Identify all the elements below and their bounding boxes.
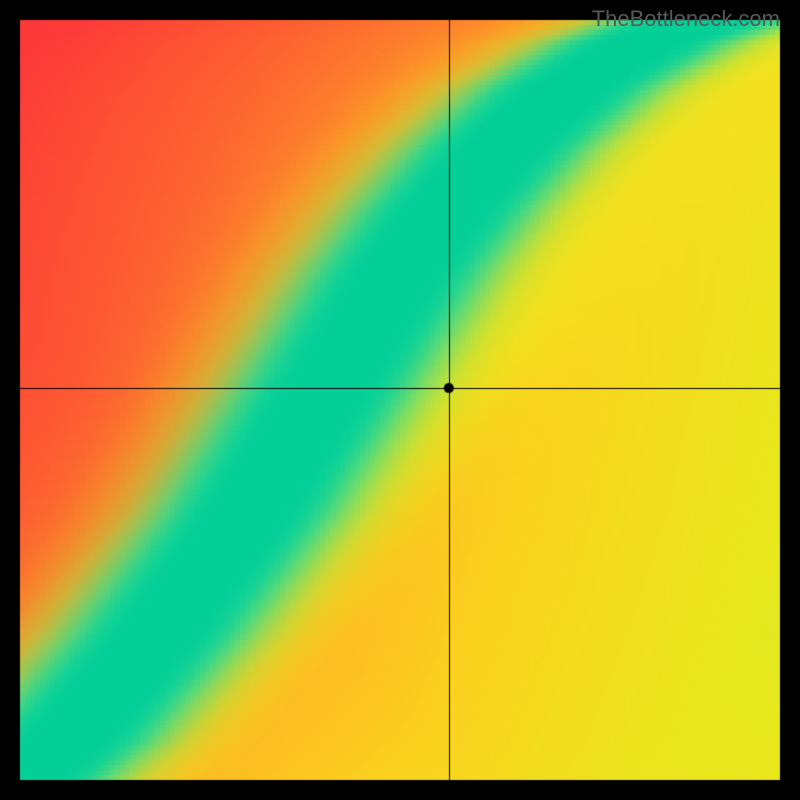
- bottleneck-heatmap: [0, 0, 800, 800]
- watermark-label: TheBottleneck.com: [592, 6, 780, 32]
- chart-container: TheBottleneck.com: [0, 0, 800, 800]
